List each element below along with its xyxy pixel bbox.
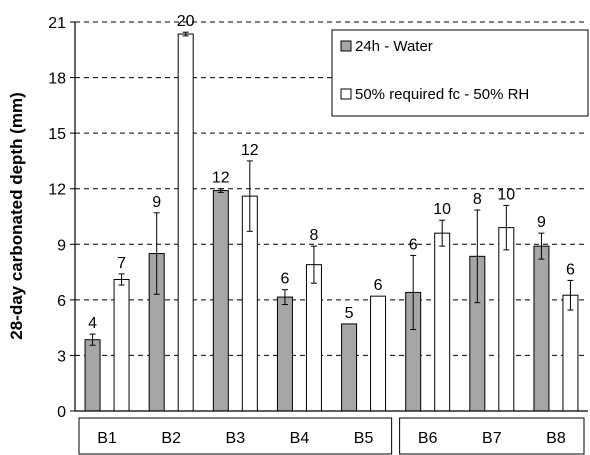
category-group-box-2: [399, 417, 585, 455]
legend-swatch-water: [340, 40, 352, 52]
data-label-B8-series2: 6: [566, 261, 575, 278]
legend-label-rh: 50% required fc - 50% RH: [355, 86, 529, 103]
x-category-label-B2: B2: [161, 430, 181, 447]
legend: 24h - Water 50% required fc - 50% RH: [331, 29, 589, 117]
bar-B6-series2: [434, 232, 451, 412]
bar-B3-series1: [212, 190, 229, 412]
data-label-B8-series1: 9: [537, 214, 546, 231]
data-labels: 4 7 9 20 12 12 6 8 5 6 6 10 8 10 9 6: [88, 13, 575, 332]
bars-layer: [84, 31, 579, 412]
x-category-label-B3: B3: [226, 430, 246, 447]
data-label-B7-series1: 8: [473, 191, 482, 208]
data-label-B2-series2: 20: [177, 13, 195, 30]
x-category-label-B1: B1: [97, 430, 117, 447]
category-group-box-1: [78, 417, 393, 455]
data-label-B5-series2: 6: [374, 277, 383, 294]
bar-B5-series1: [341, 323, 358, 412]
axes: [74, 22, 588, 412]
x-category-label-B8: B8: [546, 430, 566, 447]
y-tick-label-9: 9: [57, 237, 66, 254]
x-category-label-B7: B7: [482, 430, 502, 447]
bar-B5-series2: [370, 295, 387, 412]
bar-B8-series2: [562, 294, 579, 412]
bar-B1-series2: [113, 278, 130, 412]
data-label-B2-series1: 9: [152, 194, 161, 211]
data-label-B3-series1: 12: [212, 170, 230, 187]
y-tick-label-18: 18: [48, 71, 66, 88]
x-category-labels: B1 B2 B3 B4 B5 B6 B7 B8: [78, 417, 585, 455]
legend-swatch-rh: [340, 88, 352, 100]
bar-B7-series2: [498, 227, 515, 412]
x-category-label-B5: B5: [354, 430, 374, 447]
y-tick-label-12: 12: [48, 182, 66, 199]
y-ticks: 0 3 6 9 12 15 18 21: [48, 15, 75, 421]
data-label-B3-series2: 12: [241, 142, 259, 159]
data-label-B4-series1: 6: [280, 271, 289, 288]
y-tick-label-3: 3: [57, 348, 66, 365]
x-category-label-B6: B6: [418, 430, 438, 447]
legend-label-water: 24h - Water: [355, 38, 433, 55]
data-label-B6-series2: 10: [433, 201, 451, 218]
y-tick-label-21: 21: [48, 15, 66, 32]
bar-B1-series1: [84, 339, 101, 412]
data-label-B5-series1: 5: [345, 305, 354, 322]
data-label-B1-series2: 7: [117, 255, 126, 272]
data-label-B6-series1: 6: [409, 236, 418, 253]
legend-box: [331, 29, 589, 117]
y-tick-label-6: 6: [57, 293, 66, 310]
bar-B8-series1: [533, 245, 550, 412]
bar-B4-series1: [276, 296, 293, 412]
y-tick-label-0: 0: [57, 404, 66, 421]
data-label-B4-series2: 8: [309, 227, 318, 244]
data-label-B1-series1: 4: [88, 315, 97, 332]
bar-B4-series2: [305, 264, 322, 412]
y-axis-label: 28-day carbonated depth (mm): [7, 92, 26, 340]
bar-B2-series2: [177, 33, 194, 412]
data-label-B7-series2: 10: [497, 186, 515, 203]
y-tick-label-15: 15: [48, 126, 66, 143]
x-category-label-B4: B4: [290, 430, 310, 447]
